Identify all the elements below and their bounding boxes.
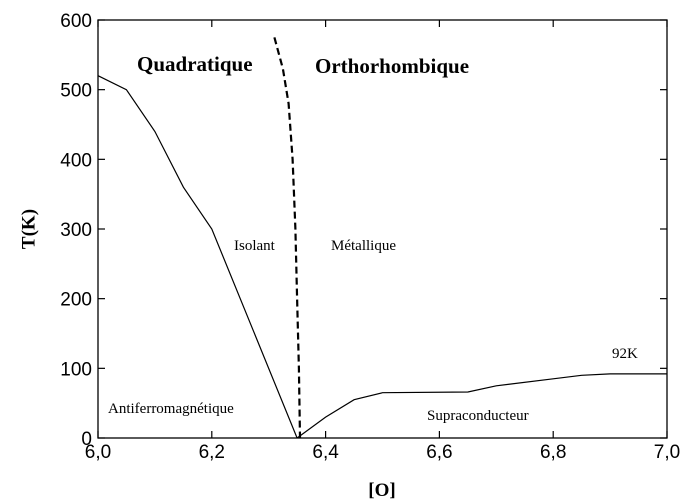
y-tick-label: 100 — [60, 359, 92, 380]
annotation: Isolant — [234, 238, 276, 254]
y-tick-label: 0 — [81, 429, 92, 450]
annotation: Supraconducteur — [427, 408, 529, 424]
annotation: 92K — [612, 346, 638, 362]
dashed-line — [273, 37, 302, 439]
y-tick-label: 200 — [60, 290, 92, 311]
y-tick-label: 600 — [60, 11, 92, 32]
x-axis-label: [O] — [368, 480, 395, 501]
line — [296, 373, 667, 439]
x-tick-label: 7,0 — [654, 442, 680, 463]
annotation: Métallique — [331, 238, 396, 254]
annotation: Orthorhombique — [315, 54, 469, 78]
annotation: Antiferromagnétique — [108, 401, 234, 417]
x-tick-label: 6,6 — [426, 442, 452, 463]
annotation: Quadratique — [137, 52, 253, 76]
line — [97, 75, 298, 439]
x-tick-label: 6,4 — [312, 442, 339, 463]
y-axis-label: T(K) — [18, 209, 39, 249]
x-tick-label: 6,8 — [540, 442, 566, 463]
x-tick-label: 6,0 — [85, 442, 111, 463]
y-tick-label: 400 — [60, 150, 92, 171]
x-tick-label: 6,2 — [199, 442, 225, 463]
y-tick-label: 300 — [60, 220, 92, 241]
y-tick-label: 500 — [60, 81, 92, 102]
